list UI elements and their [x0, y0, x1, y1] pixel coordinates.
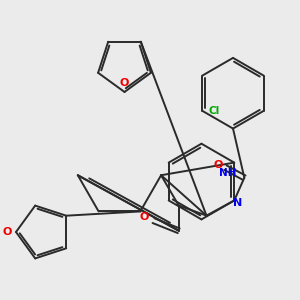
- Text: O: O: [120, 78, 129, 88]
- Text: N: N: [233, 198, 243, 208]
- Text: O: O: [140, 212, 149, 222]
- Text: Cl: Cl: [209, 106, 220, 116]
- Text: NH: NH: [219, 168, 237, 178]
- Text: O: O: [2, 227, 12, 237]
- Text: O: O: [213, 160, 223, 170]
